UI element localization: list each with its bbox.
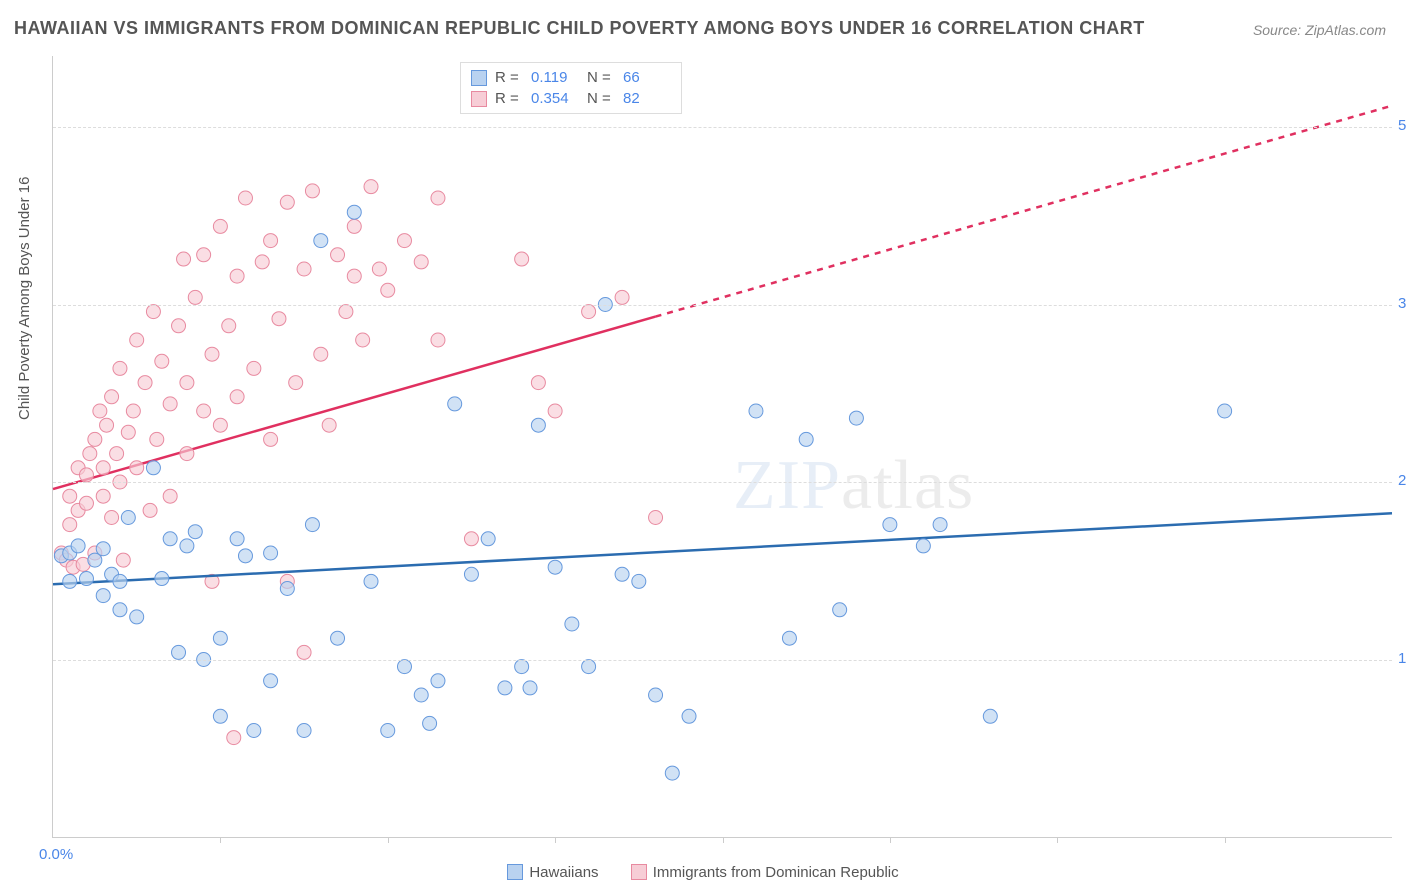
x-tick [890, 837, 891, 843]
swatch-dominican [631, 864, 647, 880]
x-tick [555, 837, 556, 843]
source-attribution: Source: ZipAtlas.com [1253, 22, 1386, 38]
gridline [53, 482, 1392, 483]
x-tick [388, 837, 389, 843]
x-axis-min-label: 0.0% [39, 846, 73, 863]
legend-item-dominican: Immigrants from Dominican Republic [631, 864, 899, 881]
x-tick [1225, 837, 1226, 843]
swatch-hawaiians [507, 864, 523, 880]
chart-title: HAWAIIAN VS IMMIGRANTS FROM DOMINICAN RE… [14, 18, 1145, 39]
correlation-legend: R = 0.119 N = 66 R = 0.354 N = 82 [460, 62, 682, 114]
y-tick-label: 37.5% [1398, 295, 1406, 312]
swatch-dominican [471, 91, 487, 107]
plot-svg [53, 56, 1392, 837]
legend-item-hawaiians: Hawaiians [507, 864, 598, 881]
x-tick [723, 837, 724, 843]
legend-row-hawaiians: R = 0.119 N = 66 [471, 67, 671, 88]
gridline [53, 305, 1392, 306]
y-tick-label: 50.0% [1398, 117, 1406, 134]
y-tick-label: 12.5% [1398, 650, 1406, 667]
legend-row-dominican: R = 0.354 N = 82 [471, 88, 671, 109]
x-tick [1057, 837, 1058, 843]
y-axis-title: Child Poverty Among Boys Under 16 [16, 177, 33, 420]
chart-plot-area: ZIPatlas 0.0% 80.0% 12.5%25.0%37.5%50.0% [52, 56, 1392, 838]
y-tick-label: 25.0% [1398, 472, 1406, 489]
gridline [53, 127, 1392, 128]
series-legend: Hawaiians Immigrants from Dominican Repu… [0, 864, 1406, 885]
swatch-hawaiians [471, 70, 487, 86]
x-tick [220, 837, 221, 843]
gridline [53, 660, 1392, 661]
